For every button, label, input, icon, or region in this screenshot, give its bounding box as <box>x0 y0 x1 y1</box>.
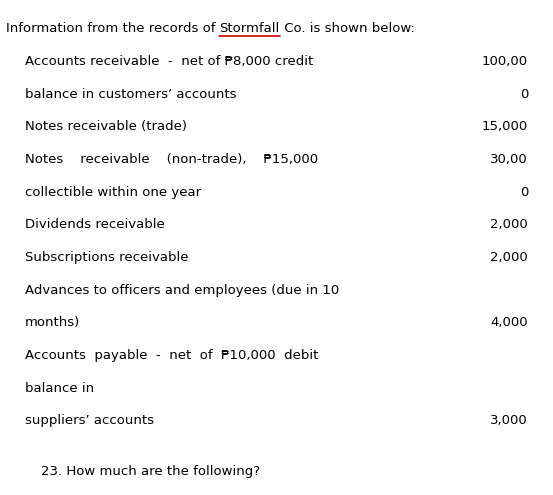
Text: months): months) <box>25 316 80 329</box>
Text: 0: 0 <box>520 88 528 100</box>
Text: 2,000: 2,000 <box>491 251 528 264</box>
Text: balance in: balance in <box>25 382 94 395</box>
Text: Advances to officers and employees (due in 10: Advances to officers and employees (due … <box>25 284 339 297</box>
Text: 30,00: 30,00 <box>491 153 528 166</box>
Text: Notes    receivable    (non-trade),    ₱15,000: Notes receivable (non-trade), ₱15,000 <box>25 153 318 166</box>
Text: 2,000: 2,000 <box>491 218 528 231</box>
Text: 15,000: 15,000 <box>482 120 528 133</box>
Text: 100,00: 100,00 <box>482 55 528 68</box>
Text: balance in customers’ accounts: balance in customers’ accounts <box>25 88 236 100</box>
Text: Information from the records of: Information from the records of <box>6 22 220 35</box>
Text: Accounts receivable  -  net of ₱8,000 credit: Accounts receivable - net of ₱8,000 cred… <box>25 55 313 68</box>
Text: suppliers’ accounts: suppliers’ accounts <box>25 414 154 427</box>
Text: collectible within one year: collectible within one year <box>25 186 201 198</box>
Text: Subscriptions receivable: Subscriptions receivable <box>25 251 189 264</box>
Text: 23. How much are the following?: 23. How much are the following? <box>41 465 260 478</box>
Text: Co. is shown below:: Co. is shown below: <box>279 22 414 35</box>
Text: 3,000: 3,000 <box>491 414 528 427</box>
Text: Notes receivable (trade): Notes receivable (trade) <box>25 120 187 133</box>
Text: Dividends receivable: Dividends receivable <box>25 218 165 231</box>
Text: 4,000: 4,000 <box>491 316 528 329</box>
Text: Accounts  payable  -  net  of  ₱10,000  debit: Accounts payable - net of ₱10,000 debit <box>25 349 319 362</box>
Text: 0: 0 <box>520 186 528 198</box>
Text: Stormfall: Stormfall <box>220 22 279 35</box>
